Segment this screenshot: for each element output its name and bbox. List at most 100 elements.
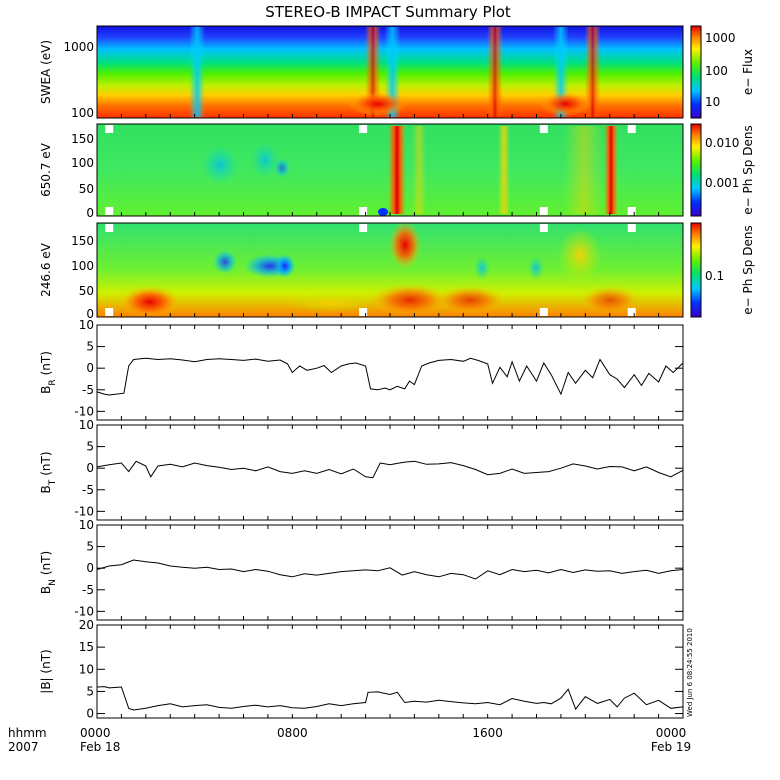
pad246-feature-layer [120,221,640,318]
y-tick-label: 0 [86,461,94,475]
bt-ylabel: BT(nT) [39,451,58,493]
x-tick-label: 0000 [656,726,687,740]
pad246-ylabel: 246.6 eV [39,242,53,297]
y-tick-label: 10 [79,318,94,332]
y-tick-label: 0 [86,561,94,575]
pad650-gap-layer [105,125,636,215]
swea-event-stripe [486,27,503,117]
y-tick-label: 0 [86,361,94,375]
y-tick-label: 10 [79,662,94,676]
data-gap-marker [627,224,636,232]
y-tick-label: 10 [79,518,94,532]
timestamp-stamp: Wed Jun 6 08:24:55 2010 [686,628,694,717]
pad650-colorbar-label: e− Ph Sp Dens [741,125,755,214]
bn-ylabel-units: (nT) [39,551,53,575]
bn-frame [96,524,684,621]
swea-event-layer [189,27,601,117]
data-gap-marker [359,207,368,215]
x-date-label: Feb 19 [651,740,691,754]
data-gap-marker [359,224,368,232]
bt-frame [96,424,684,521]
pad246-colorbar-tick: 0.1 [705,269,724,283]
y-tick-label: -5 [82,483,94,497]
swea-event-stripe [584,27,601,117]
bt-ylabel-subscript: T [48,479,58,486]
pad650-ytick-label: 50 [79,182,94,196]
y-tick-label: -10 [74,604,94,618]
pad650-panel: 650.7 eV 150 100 50 0 0.010 0.001 e− Ph … [39,123,755,220]
data-gap-marker [105,125,114,133]
swea-event-stripe [539,92,592,116]
bmag-panel: 20 15 10 5 0 |B| (nT) [39,618,684,721]
pad650-colorbar [690,123,702,217]
swea-ytick-label: 1000 [63,40,94,54]
data-gap-marker [627,308,636,316]
pad246-ytick-label: 0 [86,307,94,321]
swea-colorbar-tick: 10 [705,95,720,109]
bmag-series-line [96,686,684,711]
swea-ytick-label: 100 [71,106,94,120]
br-ylabel: BR(nT) [39,351,58,394]
pad246-ytick-label: 150 [71,234,94,248]
magnetic-field-panels: 1050-5-10BR(nT)1050-5-10BT(nT)1050-5-10B… [39,318,684,721]
x-units-label: hhmm [8,726,47,740]
bt-panel: 10 5 0 -5 -10 BT(nT) [39,418,684,521]
y-tick-label: 10 [79,418,94,432]
pad650-colorbar-tick: 0.001 [705,176,739,190]
y-tick-label: 5 [86,540,94,554]
pad246-ytick-label: 50 [79,284,94,298]
y-tick-label: 20 [79,618,94,632]
pad650-ytick-label: 100 [71,156,94,170]
data-gap-marker [539,224,548,232]
swea-colorbar-tick: 100 [705,64,728,78]
x-tick-label: 1600 [472,726,503,740]
data-gap-marker [539,125,548,133]
pad246-panel: 246.6 eV 150 100 50 0 0.1 e− Ph Sp Dens [39,221,755,321]
data-gap-marker [105,224,114,232]
pad650-ylabel: 650.7 eV [39,142,53,197]
bn-ylabel-subscript: N [48,579,58,586]
data-gap-marker [105,207,114,215]
pad650-feature-layer [202,126,618,216]
x-tick-label: 0800 [277,726,308,740]
data-gap-marker [105,308,114,316]
swea-colorbar-label: e− Flux [741,49,755,95]
y-tick-label: 0 [86,707,94,721]
bn-ylabel: BN(nT) [39,551,58,594]
pad650-colorbar-tick: 0.010 [705,136,739,150]
bn-series-line [96,559,684,580]
y-tick-label: 5 [86,440,94,454]
pad650-ytick-label: 150 [71,132,94,146]
br-ylabel-subscript: R [48,379,58,385]
pad246-colorbar-label: e− Ph Sp Dens [741,225,755,314]
data-gap-marker [359,125,368,133]
swea-colorbar [690,25,702,119]
pad246-gap-layer [105,224,636,316]
y-tick-label: -5 [82,583,94,597]
swea-ylabel: SWEA (eV) [39,40,53,104]
swea-colorbar-tick: 1000 [705,31,736,45]
bmag-frame [96,624,684,719]
data-gap-marker [539,308,548,316]
bt-series-line [96,460,684,479]
data-gap-marker [627,125,636,133]
data-gap-marker [539,207,548,215]
x-tick-label: 0000 [80,726,111,740]
x-date-label: Feb 18 [80,740,120,754]
y-tick-label: -10 [74,404,94,418]
data-gap-marker [359,308,368,316]
swea-event-stripe [347,92,408,116]
data-gap-marker [627,207,636,215]
pad650-ytick-label: 0 [86,206,94,220]
pad246-ytick-label: 100 [71,259,94,273]
y-tick-label: 5 [86,684,94,698]
br-series-line [96,357,684,396]
pad246-colorbar [690,222,702,318]
chart-title: STEREO-B IMPACT Summary Plot [265,3,511,21]
swea-panel: SWEA (eV) 1000 100 1000 100 10 e− Flux [39,25,755,120]
y-tick-label: -10 [74,504,94,518]
bmag-ylabel: |B| (nT) [39,649,53,693]
y-tick-label: 5 [86,340,94,354]
